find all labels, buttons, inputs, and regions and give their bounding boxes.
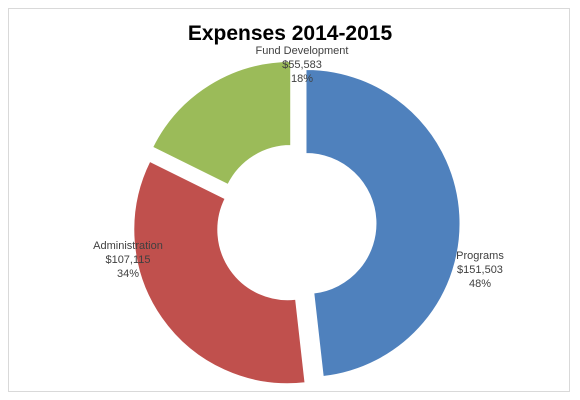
slice-label-name: Administration <box>93 240 163 252</box>
slice-administration <box>133 160 306 385</box>
slice-label-percent: 34% <box>117 268 139 280</box>
slice-label-value: $55,583 <box>282 59 322 71</box>
slice-label-name: Fund Development <box>256 45 349 57</box>
slice-label-percent: 48% <box>469 278 491 290</box>
slice-label-percent: 18% <box>291 73 313 85</box>
slice-label-value: $107,115 <box>105 254 150 266</box>
slice-label-value: $151,503 <box>457 264 503 276</box>
slice-label-name: Programs <box>456 250 504 262</box>
slice-programs <box>305 68 461 378</box>
chart-title: Expenses 2014-2015 <box>187 22 393 45</box>
slice-fund-development <box>152 60 292 186</box>
